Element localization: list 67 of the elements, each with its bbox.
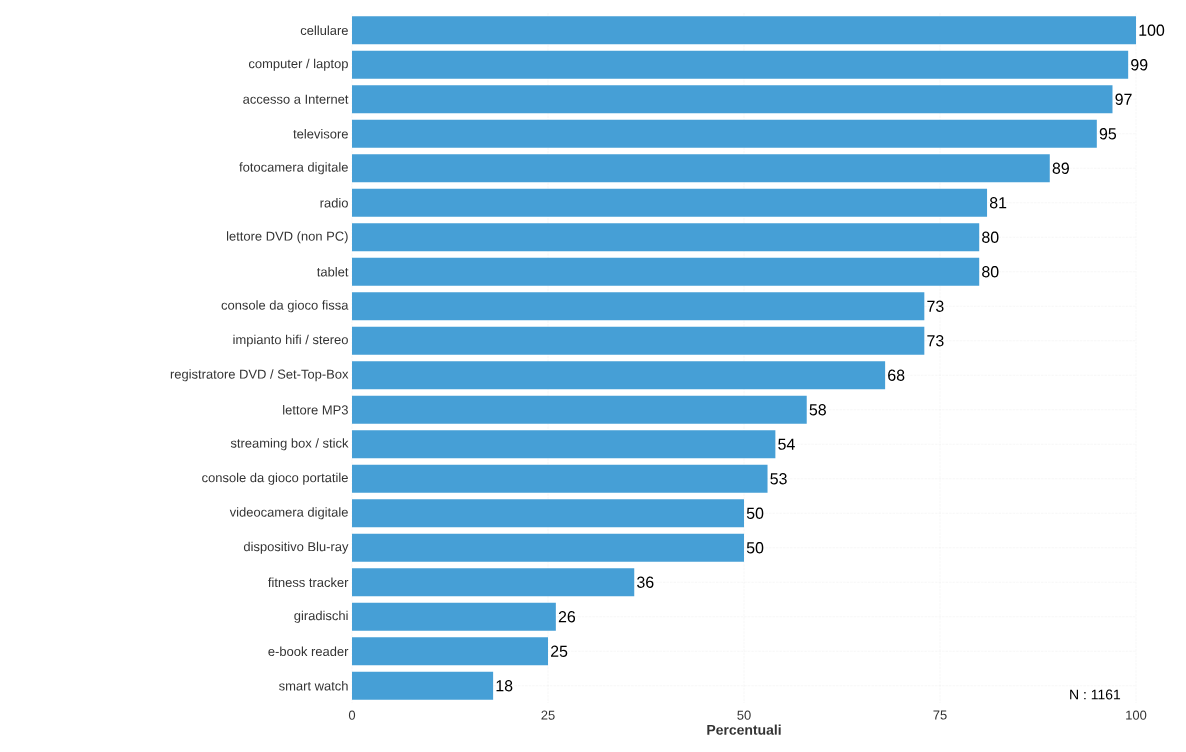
bar — [352, 326, 925, 355]
y-tick-label: televisore — [293, 128, 348, 139]
y-tick-label: fotocamera digitale — [239, 162, 348, 175]
data-label: 50 — [746, 507, 764, 519]
bar — [352, 188, 988, 217]
y-tick-label: lettore DVD (non PC) — [226, 231, 348, 244]
y-tick-label: impianto hifi / stereo — [233, 334, 348, 347]
data-label: 58 — [809, 404, 826, 416]
bar — [352, 292, 925, 321]
y-tick-label: videocamera digitale — [229, 507, 348, 520]
y-tick-label: cellulare — [300, 25, 348, 35]
bar — [352, 499, 745, 528]
bar — [352, 533, 745, 562]
data-label: 73 — [927, 300, 944, 312]
x-tick-label: 25 — [541, 710, 555, 720]
data-label: 81 — [989, 197, 1007, 209]
y-tick-label: accesso a Internet — [243, 94, 349, 104]
y-tick-label: streaming box / stick — [230, 438, 349, 451]
data-label: 36 — [637, 576, 654, 588]
bar — [352, 568, 635, 597]
bar — [352, 50, 1129, 79]
bar — [352, 361, 886, 390]
bar — [352, 464, 768, 493]
data-label: 68 — [888, 369, 905, 381]
bar — [352, 85, 1113, 114]
y-tick-label: tablet — [317, 266, 349, 277]
data-label: 97 — [1115, 93, 1132, 105]
y-tick-label: radio — [320, 197, 348, 208]
annotation: N : 1161 — [1070, 689, 1121, 700]
bar — [352, 16, 1137, 45]
data-label: 25 — [551, 645, 568, 657]
y-tick-label: registratore DVD / Set-Top-Box — [170, 369, 349, 382]
y-tick-label: lettore MP3 — [283, 404, 348, 415]
data-label: 100 — [1139, 24, 1165, 36]
bar — [352, 154, 1050, 183]
data-label: 89 — [1052, 162, 1069, 174]
y-tick-label: console da gioco fissa — [221, 300, 349, 313]
bar — [352, 671, 494, 700]
bar — [352, 395, 807, 424]
y-tick-label: e-book reader — [268, 646, 349, 657]
bar — [352, 223, 980, 252]
data-label: 80 — [982, 231, 999, 243]
y-tick-label: giradischi — [294, 610, 348, 623]
y-tick-label: computer / laptop — [248, 58, 348, 71]
data-label: 80 — [982, 266, 999, 278]
data-label: 26 — [558, 611, 576, 623]
data-label: 50 — [746, 542, 764, 554]
bar — [352, 637, 548, 666]
y-tick-label: fitness tracker — [268, 577, 349, 588]
x-tick-label: 100 — [1126, 710, 1147, 720]
x-tick-label: 75 — [933, 710, 947, 720]
data-label: 18 — [496, 680, 513, 692]
data-label: 99 — [1131, 59, 1148, 71]
x-tick-label: 0 — [348, 710, 356, 720]
data-label: 53 — [770, 473, 787, 485]
data-label: 54 — [778, 438, 795, 450]
bar — [352, 119, 1097, 148]
data-label: 73 — [927, 335, 944, 347]
data-label: 95 — [1099, 128, 1117, 140]
bar — [352, 257, 980, 286]
y-tick-label: smart watch — [279, 681, 348, 691]
y-tick-label: dispositivo Blu-ray — [243, 541, 349, 554]
y-tick-label: console da gioco portatile — [202, 472, 348, 485]
bar — [352, 602, 556, 631]
x-tick-label: 50 — [737, 710, 751, 720]
x-axis-title: Percentuali — [707, 724, 781, 735]
bar — [352, 430, 776, 459]
